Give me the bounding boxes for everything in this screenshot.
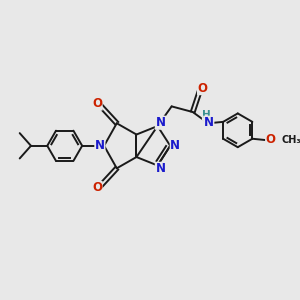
Text: N: N <box>155 116 165 129</box>
Text: N: N <box>155 162 165 176</box>
Text: N: N <box>95 139 105 152</box>
Text: O: O <box>198 82 208 94</box>
Text: O: O <box>92 97 102 110</box>
Text: H: H <box>202 110 211 120</box>
Text: CH₃: CH₃ <box>281 135 300 145</box>
Text: O: O <box>266 133 276 146</box>
Text: O: O <box>92 182 102 194</box>
Text: N: N <box>170 139 180 152</box>
Text: N: N <box>204 116 214 129</box>
